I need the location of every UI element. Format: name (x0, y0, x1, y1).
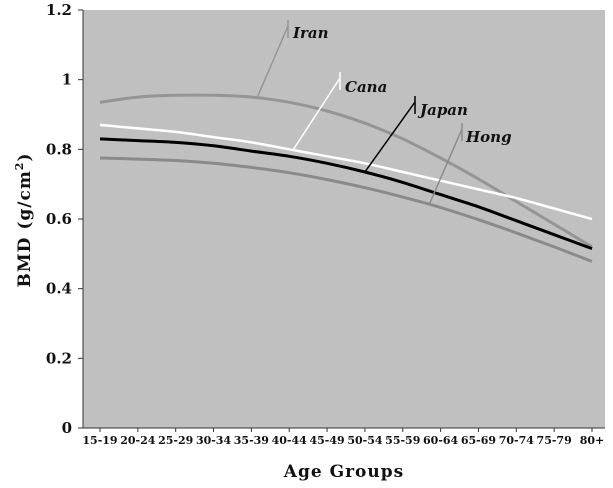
x-tick-label: 45-49 (309, 434, 344, 447)
y-tick-label: 1.2 (46, 1, 72, 19)
series-label-iran: Iran (292, 24, 329, 42)
x-tick-label: 65-69 (461, 434, 496, 447)
x-tick-label: 60-64 (423, 434, 459, 447)
series-line-japan (99, 137, 593, 251)
y-tick-label: 0.8 (46, 140, 72, 158)
y-tick-label: 0.6 (46, 210, 72, 228)
series-leader-hong (428, 128, 463, 205)
series-line-iran (99, 93, 593, 249)
y-tick-label: 0 (62, 419, 72, 437)
y-tick-label: 1 (62, 71, 72, 89)
plot-area (83, 10, 605, 428)
y-axis-title-close: ) (15, 152, 35, 161)
x-tick-label: 15-19 (82, 434, 117, 447)
series-labels: Iran Cana Japan Hong (256, 20, 512, 205)
y-axis-title-sup: 2 (13, 162, 26, 171)
series-lines (99, 93, 593, 263)
x-tick-label: 50-54 (347, 434, 383, 447)
y-axis: 0 0.2 0.4 0.6 0.8 1 1.2 (46, 1, 84, 437)
series-label-japan: Japan (417, 101, 468, 119)
series-leader-japan (364, 101, 416, 173)
x-tick-label: 70-74 (499, 434, 535, 447)
series-line-hong (99, 156, 593, 263)
x-axis-title: Age Groups (283, 462, 404, 482)
x-tick-label: 40-44 (272, 434, 308, 447)
series-leader-iran (256, 25, 289, 99)
x-tick-label: 35-39 (234, 434, 269, 447)
x-tick-label: 55-59 (385, 434, 420, 447)
y-axis-title-main: BMD (g/cm (15, 170, 35, 287)
x-tick-label: 30-34 (196, 434, 232, 447)
x-tick-label: 25-29 (158, 434, 193, 447)
series-line-cana (99, 123, 593, 221)
series-label-hong: Hong (465, 128, 512, 146)
x-tick-label: 75-79 (537, 434, 572, 447)
y-axis-title: BMD (g/cm2) (13, 152, 35, 287)
series-label-cana: Cana (345, 78, 387, 96)
y-tick-label: 0.4 (46, 280, 72, 298)
series-leader-cana (292, 77, 341, 151)
y-tick-label: 0.2 (46, 349, 72, 367)
x-axis: 15-19 20-24 25-29 30-34 35-39 40-44 45-49 50-54… (82, 427, 605, 447)
x-tick-label: 80+ (580, 434, 605, 447)
x-tick-label: 20-24 (120, 434, 156, 447)
